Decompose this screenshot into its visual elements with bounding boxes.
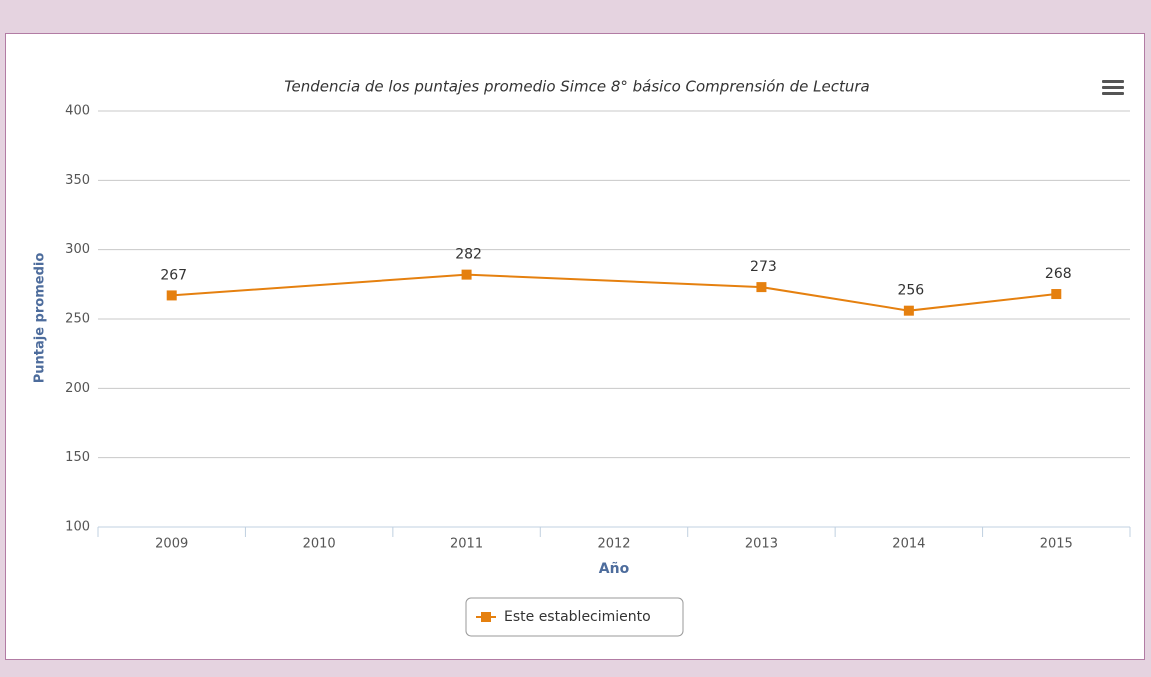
x-tick-label: 2013 xyxy=(745,537,778,552)
data-label: 267 xyxy=(160,267,187,283)
legend-box xyxy=(465,597,684,637)
chart-panel xyxy=(5,33,1145,660)
chart-title: Tendencia de los puntajes promedio Simce… xyxy=(284,78,870,96)
x-axis-label: Año xyxy=(599,561,630,577)
y-tick-label: 250 xyxy=(65,312,90,327)
y-tick-label: 200 xyxy=(65,381,90,396)
y-tick-label: 150 xyxy=(65,450,90,465)
legend-marker xyxy=(481,612,491,622)
data-point xyxy=(903,305,914,316)
data-label: 256 xyxy=(897,283,924,299)
menu-bar[interactable] xyxy=(1102,80,1124,83)
data-label: 268 xyxy=(1045,266,1072,282)
data-point xyxy=(166,290,177,301)
x-tick-label: 2015 xyxy=(1040,537,1073,552)
menu-bar[interactable] xyxy=(1102,86,1124,89)
y-tick-label: 400 xyxy=(65,104,90,119)
x-tick-label: 2014 xyxy=(892,537,925,552)
data-label: 273 xyxy=(750,259,777,275)
menu-icon[interactable] xyxy=(1102,80,1124,95)
x-tick-label: 2011 xyxy=(450,537,483,552)
data-point xyxy=(1051,289,1062,300)
legend-label: Este establecimiento xyxy=(504,609,651,625)
y-axis-label: Puntaje promedio xyxy=(33,253,48,384)
data-label: 282 xyxy=(455,247,482,263)
x-tick-label: 2012 xyxy=(597,537,630,552)
x-tick-label: 2010 xyxy=(303,537,336,552)
data-point xyxy=(756,282,767,293)
menu-bar[interactable] xyxy=(1102,92,1124,95)
y-tick-label: 100 xyxy=(65,520,90,535)
y-tick-label: 300 xyxy=(65,242,90,257)
y-tick-label: 350 xyxy=(65,173,90,188)
data-point xyxy=(461,269,472,280)
x-tick-label: 2009 xyxy=(155,537,188,552)
